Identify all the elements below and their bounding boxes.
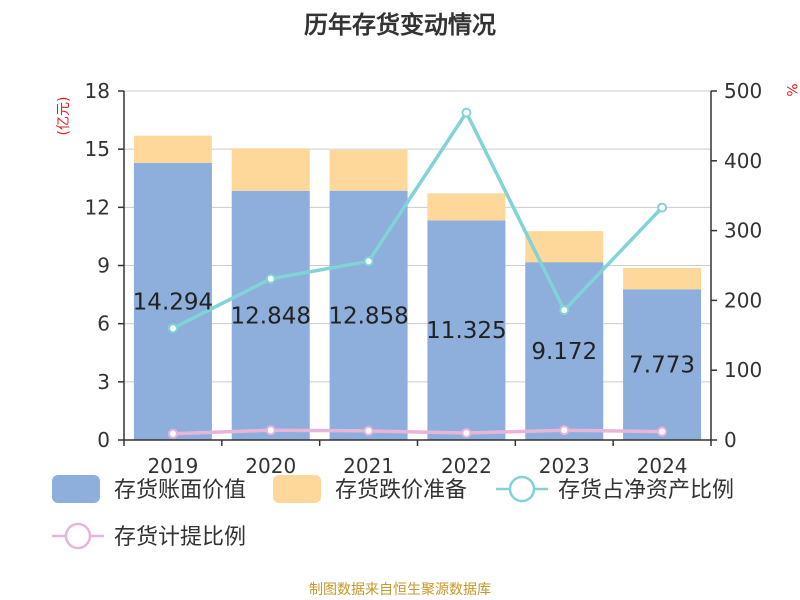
bar-segment: [427, 220, 506, 440]
x-tick-label: 2021: [343, 454, 394, 478]
bar-segment: [329, 149, 408, 191]
bar-data-label: 9.172: [531, 339, 597, 365]
bar-data-label: 11.325: [426, 318, 506, 344]
right-tick-label: 500: [724, 79, 762, 103]
line-point: [167, 323, 178, 334]
left-tick-label: 15: [85, 137, 110, 161]
right-tick-label: 300: [724, 219, 762, 243]
bar-segment: [231, 148, 310, 191]
line-point: [559, 425, 570, 436]
x-tick-label: 2019: [147, 454, 198, 478]
bars: [133, 135, 702, 440]
right-axis-unit: %: [783, 83, 799, 96]
legend-marker: [64, 522, 92, 550]
legend-marker: [508, 475, 536, 503]
right-axis-ticks: 0 100 200 300 400 500: [711, 79, 762, 452]
series-line: [172, 110, 664, 330]
bar-segment: [623, 267, 702, 290]
left-axis-unit: (亿元): [56, 97, 72, 136]
data-labels: 14.294 12.848 12.858 11.325 9.172 7.773: [133, 289, 695, 378]
x-tick-label: 2023: [539, 454, 590, 478]
line-point: [461, 107, 472, 118]
x-tick-label: 2020: [245, 454, 296, 478]
line-series: [167, 107, 668, 439]
right-tick-label: 400: [724, 149, 762, 173]
bar-segment: [427, 193, 506, 221]
left-axis-ticks: 0 3 6 9 12 15 18: [85, 79, 124, 452]
legend-swatch: [52, 475, 100, 503]
line-point: [657, 426, 668, 437]
line-point: [167, 428, 178, 439]
left-tick-label: 6: [97, 312, 110, 336]
line-point: [265, 273, 276, 284]
bar-data-label: 7.773: [629, 353, 695, 379]
right-tick-label: 0: [724, 428, 737, 452]
chart-title: 历年存货变动情况: [304, 11, 496, 39]
source-note: 制图数据来自恒生聚源数据库: [309, 582, 491, 598]
legend-label: 存货账面价值: [114, 478, 246, 503]
bar-segment: [623, 289, 702, 440]
x-tick-label: 2022: [441, 454, 492, 478]
left-tick-label: 3: [97, 370, 110, 394]
line-point: [363, 256, 374, 267]
left-tick-label: 0: [97, 428, 110, 452]
legend-label: 存货跌价准备: [335, 478, 467, 503]
bar-segment: [133, 135, 212, 163]
left-tick-label: 9: [97, 254, 110, 278]
legend-swatch: [273, 475, 321, 503]
x-axis-ticks: 2019 2020 2021 2022 2023 2024: [123, 440, 712, 478]
line-point: [363, 425, 374, 436]
series-line: [172, 428, 663, 436]
x-tick-label: 2024: [637, 454, 688, 478]
bar-data-label: 14.294: [133, 289, 213, 315]
line-point: [657, 202, 668, 213]
bar-data-label: 12.848: [231, 303, 311, 329]
legend-label: 存货占净资产比例: [558, 478, 734, 503]
right-tick-label: 100: [724, 358, 762, 382]
legend-label: 存货计提比例: [114, 525, 246, 550]
gridlines: [124, 90, 711, 441]
bar-segment: [525, 262, 604, 440]
line-point: [461, 428, 472, 439]
bar-segment: [329, 190, 408, 440]
line-point: [559, 305, 570, 316]
line-point: [265, 425, 276, 436]
left-tick-label: 12: [85, 195, 110, 219]
right-tick-label: 200: [724, 288, 762, 312]
bar-segment: [231, 190, 310, 440]
left-tick-label: 18: [85, 79, 110, 103]
bar-segment: [133, 162, 212, 440]
bar-data-label: 12.858: [328, 303, 408, 329]
